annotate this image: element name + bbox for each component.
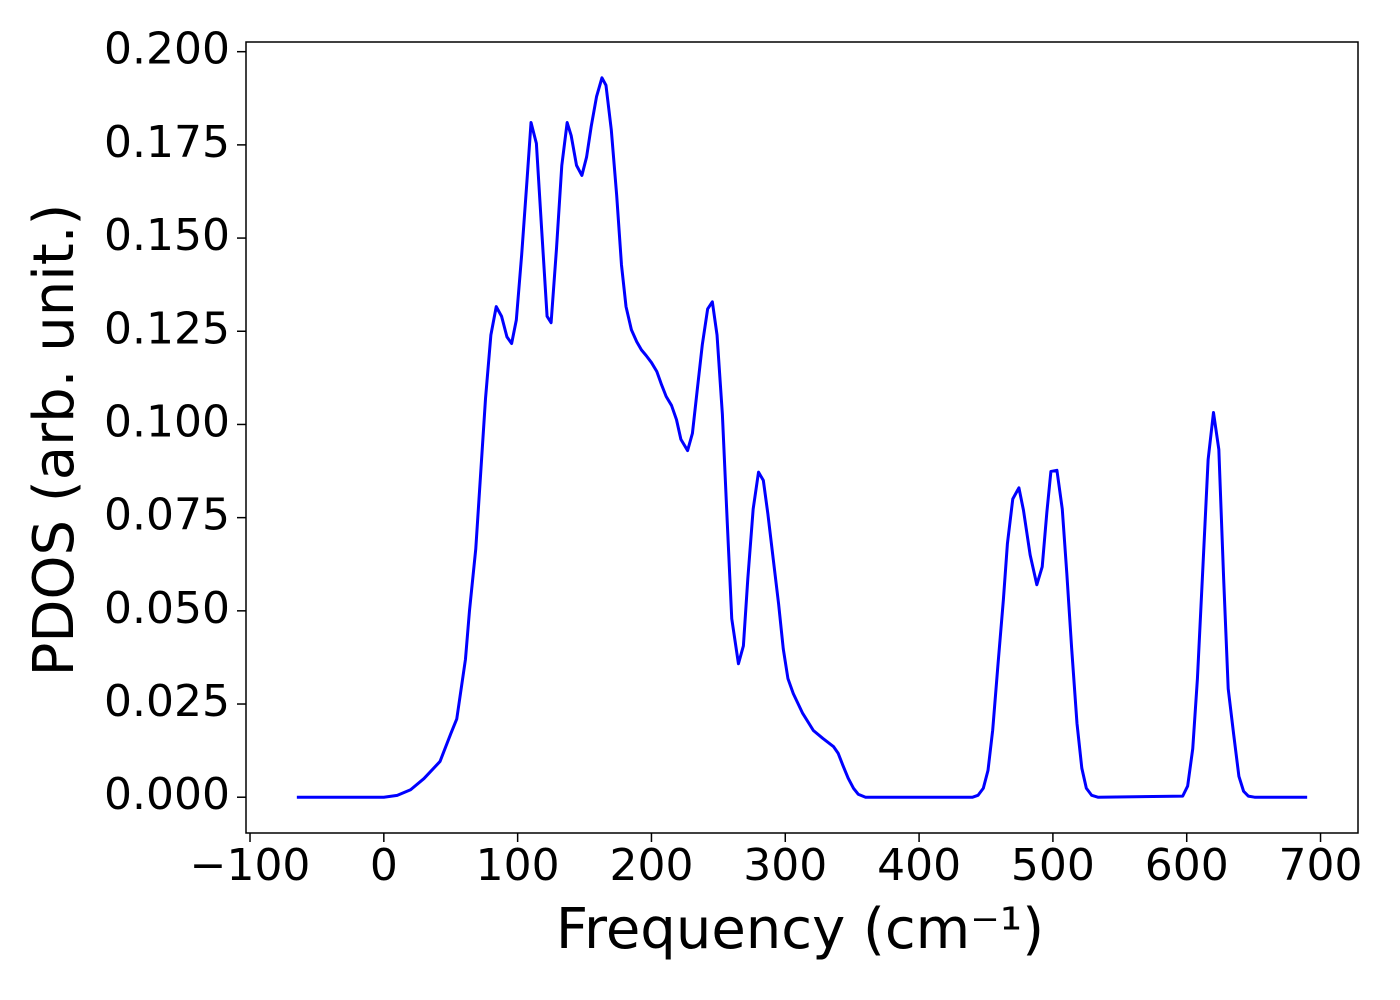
x-axis-label: Frequency (cm⁻¹) [556, 897, 1044, 962]
x-tick-label: 700 [1279, 840, 1363, 891]
data-line [296, 76, 1308, 799]
y-tick-label: 0.050 [104, 583, 230, 634]
x-tick-label: 100 [476, 840, 560, 891]
y-tick-label: 0.125 [104, 303, 230, 354]
y-tick-label: 0.000 [104, 769, 230, 820]
y-tick-label: 0.075 [104, 490, 230, 541]
x-tick-label: 500 [1011, 840, 1095, 891]
plot-frame [245, 41, 1359, 834]
x-tick-label: −100 [190, 840, 311, 891]
x-tick-label: 600 [1145, 840, 1229, 891]
y-axis-label: PDOS (arb. unit.) [22, 204, 87, 677]
x-tick-label: 200 [609, 840, 693, 891]
x-tick-label: 300 [743, 840, 827, 891]
y-tick-label: 0.175 [104, 117, 230, 168]
x-tick-label: 0 [370, 840, 398, 891]
y-tick-label: 0.025 [104, 676, 230, 727]
y-tick-label: 0.200 [104, 24, 230, 75]
x-tick-label: 400 [877, 840, 961, 891]
y-tick-label: 0.150 [104, 210, 230, 261]
y-tick-label: 0.100 [104, 396, 230, 447]
